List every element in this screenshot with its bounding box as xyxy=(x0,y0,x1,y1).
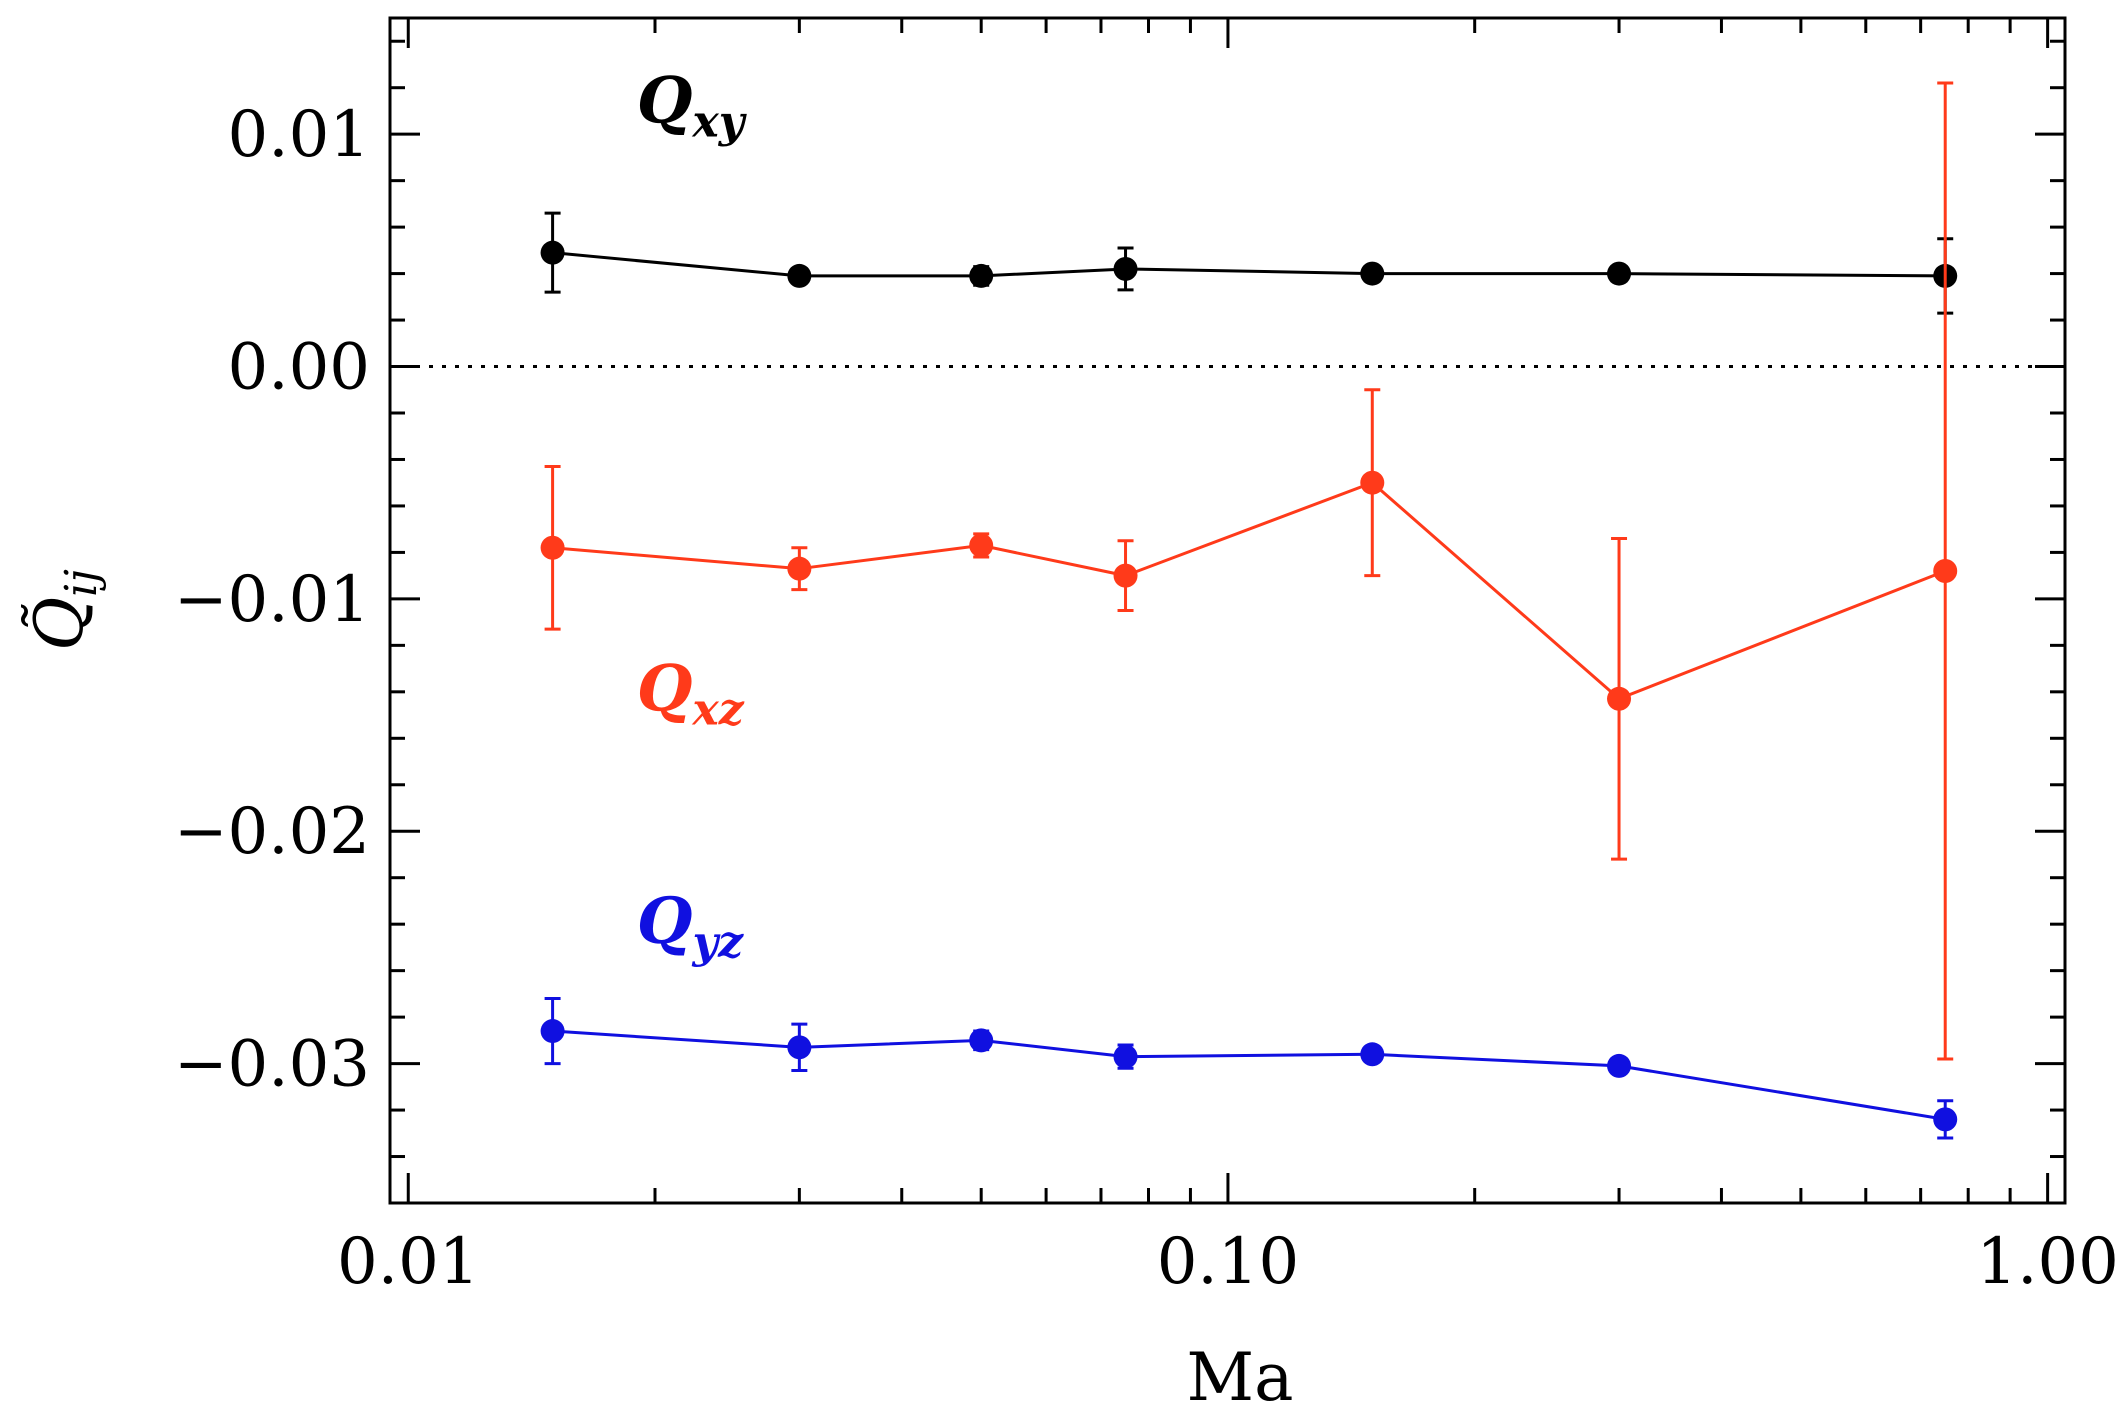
data-point xyxy=(787,556,812,581)
data-point xyxy=(787,263,812,288)
y-axis-title-main: Q̃ xyxy=(21,597,98,651)
data-point xyxy=(540,535,565,560)
svg-text:Q̃ij: Q̃ij xyxy=(21,569,107,651)
y-axis-title-sub: ij xyxy=(56,569,107,597)
series-label-sub: xz xyxy=(692,684,745,735)
plot-frame xyxy=(388,16,2067,1205)
series-label-main: Q xyxy=(637,64,693,139)
x-tick-label: 1.00 xyxy=(1976,1225,2119,1299)
axes: 0.01 0.00 −0.01 −0.02 −0.03 0.01 0.10 1.00 xyxy=(174,18,2119,1299)
series-line xyxy=(552,480,1946,701)
series-label-sub: xy xyxy=(692,97,748,148)
y-tick-label: −0.02 xyxy=(174,795,370,869)
y-tick-label: 0.01 xyxy=(228,98,371,172)
data-point xyxy=(1113,256,1138,281)
series-group xyxy=(540,81,1958,1140)
data-point xyxy=(540,240,565,265)
x-axis-title: Ma xyxy=(1187,1339,1294,1416)
series-label-main: Q xyxy=(637,884,693,959)
data-point xyxy=(1113,1044,1138,1069)
y-tick-label: −0.01 xyxy=(174,563,370,637)
data-point xyxy=(1607,686,1632,711)
y-tick-label: −0.03 xyxy=(174,1028,370,1102)
y-tick-label: 0.00 xyxy=(228,331,371,405)
series-label-main: Q xyxy=(637,651,693,726)
data-point xyxy=(969,533,994,558)
data-point xyxy=(969,263,994,288)
series-Qxz xyxy=(540,81,1958,1061)
data-point xyxy=(540,1019,565,1044)
series-label-sub: yz xyxy=(692,917,745,968)
series-label-Qxy: Qxy xyxy=(637,64,748,148)
data-point xyxy=(1933,1107,1958,1132)
series-Qxy xyxy=(540,211,1958,315)
data-point xyxy=(1360,1042,1385,1067)
data-point xyxy=(1933,559,1958,583)
series-Qyz xyxy=(540,997,1958,1140)
series-label-Qxz: Qxz xyxy=(637,651,745,735)
data-point xyxy=(1360,261,1385,286)
series-label-Qyz: Qyz xyxy=(637,884,744,968)
data-point xyxy=(1607,1053,1632,1078)
data-point xyxy=(969,1028,994,1053)
y-axis-title: Q̃ij xyxy=(21,569,107,651)
data-point xyxy=(1113,563,1138,588)
series-line xyxy=(552,251,1946,278)
series-line xyxy=(552,1029,1946,1121)
data-point xyxy=(1607,261,1632,286)
data-point xyxy=(787,1035,812,1060)
x-tick-label: 0.10 xyxy=(1157,1225,1300,1299)
x-tick-label: 0.01 xyxy=(337,1225,480,1299)
data-point xyxy=(1360,470,1385,495)
